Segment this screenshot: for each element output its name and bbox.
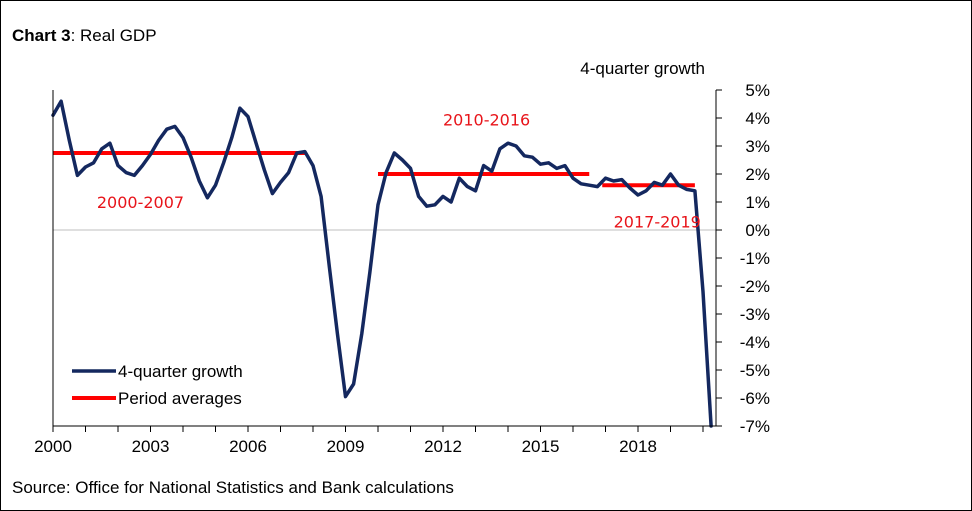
x-tick-label: 2000 — [34, 437, 72, 456]
annotation-2000-2007: 2000-2007 — [97, 193, 184, 212]
chart-title: Chart 3: Real GDP — [12, 26, 157, 46]
series-group — [51, 99, 713, 428]
y-tick-label: 3% — [745, 137, 770, 156]
y-tick-label: 5% — [745, 81, 770, 100]
chart-title-bold: Chart 3 — [12, 26, 71, 45]
source-note: Source: Office for National Statistics a… — [12, 478, 454, 497]
y-tick-label: 4% — [745, 109, 770, 128]
y-tick-label: -4% — [740, 333, 770, 352]
x-tick-label: 2003 — [132, 437, 170, 456]
x-tick-label: 2015 — [522, 437, 560, 456]
x-tick-label: 2009 — [327, 437, 365, 456]
legend-label: 4-quarter growth — [118, 362, 243, 381]
y-tick-label: -1% — [740, 249, 770, 268]
chart-title-rest: : Real GDP — [70, 26, 157, 45]
annotation-2017-2019: 2017-2019 — [614, 213, 701, 232]
y-tick-label: -7% — [740, 417, 770, 436]
y-tick-label: 1% — [745, 193, 770, 212]
annotation-2010-2016: 2010-2016 — [443, 110, 530, 129]
y-tick-label: -2% — [740, 277, 770, 296]
legend-label: Period averages — [118, 389, 242, 408]
axes-group: 5% 4% 3% 2% 1% 0% -1% -2% -3% -4% -5% -6% -7% 2000 200… — [34, 81, 770, 456]
legend: 4-quarter growth Period averages — [72, 362, 243, 408]
y-tick-label: 0% — [745, 221, 770, 240]
x-tick-label: 2012 — [424, 437, 462, 456]
x-tick-label: 2006 — [229, 437, 267, 456]
y-tick-label: -6% — [740, 389, 770, 408]
y-tick-label: -3% — [740, 305, 770, 324]
annotations-group: 2000-2007 2010-2016 2017-2019 — [97, 110, 701, 231]
y-tick-label: -5% — [740, 361, 770, 380]
y-tick-label: 2% — [745, 165, 770, 184]
x-tick-label: 2018 — [619, 437, 657, 456]
y-axis-label: 4-quarter growth — [580, 59, 705, 78]
series-line-4-quarter-growth — [51, 99, 713, 428]
